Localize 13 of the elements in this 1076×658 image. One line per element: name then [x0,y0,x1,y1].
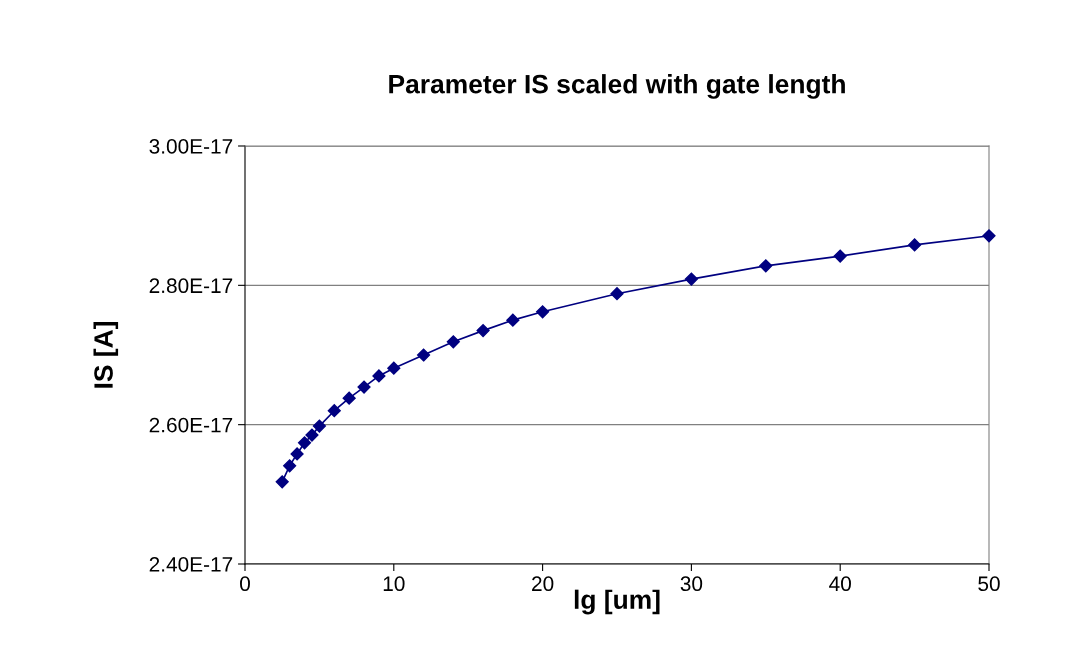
y-tick-label: 2.60E-17 [149,417,233,433]
x-tick-label: 40 [829,576,851,592]
y-tick-label: 2.40E-17 [149,557,233,572]
y-axis-title: IS [A] [93,322,119,388]
x-tick-label: 20 [532,576,554,592]
x-tick-label: 10 [383,576,405,592]
x-tick-label: 30 [680,576,703,592]
x-axis-title: lg [um] [574,589,660,615]
x-tick-label: 50 [978,576,1000,592]
chart-title: Parameter IS scaled with gate length [389,74,845,99]
y-tick-label: 3.00E-17 [149,139,233,154]
x-tick-label: 0 [240,576,250,592]
y-tick-label: 2.80E-17 [149,278,233,294]
